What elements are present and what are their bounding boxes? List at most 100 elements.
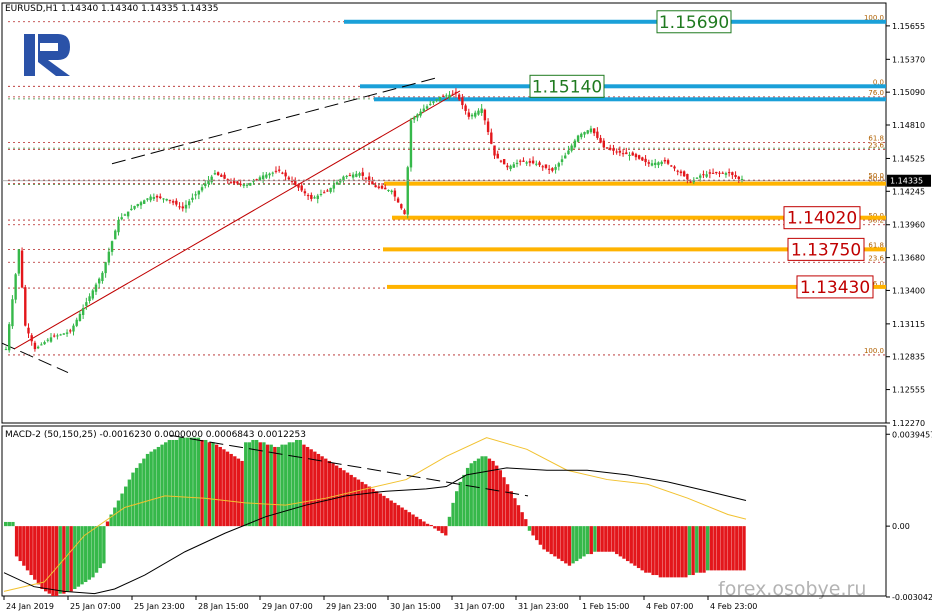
macd-bar [25,526,30,571]
macd-tick-label: 0.0039457 [892,430,932,439]
candle-body [81,308,85,315]
macd-bar [229,453,233,527]
fib-level-label: 100.0 [864,14,884,22]
macd-bar [313,451,317,527]
macd-bar [356,479,361,527]
candle-body [194,194,197,196]
macd-bar [513,498,517,527]
candle-body [377,186,381,188]
macd-bar [593,526,597,552]
candle-body [101,272,104,282]
candle-body [258,177,262,181]
macd-bar [218,446,222,527]
level-band [387,284,886,289]
candle-body [319,193,323,195]
price-tick-label: 1.12555 [892,386,925,395]
macd-bar [564,526,568,564]
trend-line-upper [111,76,441,165]
macd-bar [647,526,652,573]
macd-bar [382,495,386,527]
candle-body [120,217,123,220]
candle-body [17,249,21,274]
candle-body [351,174,355,178]
candle-body [432,101,435,103]
candle-body [576,135,580,142]
candle-body [88,296,91,302]
candle-body [207,180,210,184]
macd-bar [433,526,437,529]
candle-body [441,95,445,97]
price-panel[interactable]: 100.00.076.061.823.650.050.050.038.261.8… [1,10,886,374]
macd-bar [156,446,161,527]
candle-body [573,140,577,148]
candle-body [104,262,107,274]
macd-bar [462,474,466,527]
candle-body [355,173,358,177]
macd-bar [309,449,313,527]
macd-bar [385,498,390,527]
candle-body [335,182,339,185]
candle-body [731,172,734,176]
macd-bar [236,458,241,527]
candle-body [78,313,82,321]
trend-line-red [13,90,461,350]
candle-body [62,333,66,335]
price-tick-label: 1.15090 [892,88,925,97]
macd-bar [91,526,95,578]
candle-body [152,197,156,199]
price-tick-label: 1.13115 [892,320,925,329]
candle-body [522,160,525,162]
candle-body [483,109,487,121]
macd-panel[interactable] [3,434,747,596]
macd-bar [116,500,121,527]
candle-body [740,178,744,180]
level-band-2 [374,97,886,102]
macd-bar [40,526,44,590]
macd-bar [669,526,673,578]
macd-bar [684,526,688,578]
candle-body [515,162,519,165]
fib-level-label: 38.2 [868,217,884,225]
candle-body [136,204,139,207]
candle-body [316,195,319,199]
candle-body [535,163,538,165]
macd-bar [705,526,710,571]
fib-level-label: 0.0 [873,78,884,86]
fib-level-label: 76.0 [868,280,884,288]
candle-body [306,195,310,197]
macd-bar [585,526,590,555]
candle-body [187,201,191,206]
macd-main-line [3,467,747,595]
macd-bar [542,526,546,550]
candle-body [525,162,528,164]
candle-body [361,172,364,176]
macd-bar [396,505,401,527]
macd-bar [505,484,510,527]
macd-bar [265,444,270,527]
macd-bar [447,516,452,527]
macd-bar [342,470,346,527]
candle-body [544,164,548,168]
candle-body [551,168,554,171]
candle-body [252,181,255,183]
macd-bar [371,488,375,527]
candle-body [43,342,46,345]
candle-body [210,176,213,183]
candle-body [123,214,127,216]
candle-body [139,202,143,206]
candle-body [666,160,670,164]
candle-body [216,172,220,175]
chart-frames [1,2,887,597]
macd-header: MACD-2 (50,150,25) -0.0016230 0.0000000 … [5,430,307,440]
candle-body [419,111,422,116]
macd-bar [138,463,142,527]
macd-bar [134,467,139,527]
macd-bar [658,526,663,578]
time-tick-label: 31 Jan 23:00 [518,602,569,611]
candle-body [313,197,316,199]
candle-body [284,172,287,177]
fib-level-label: 50.0 [868,176,884,184]
macd-bar [651,526,655,576]
candle-body [69,330,72,332]
